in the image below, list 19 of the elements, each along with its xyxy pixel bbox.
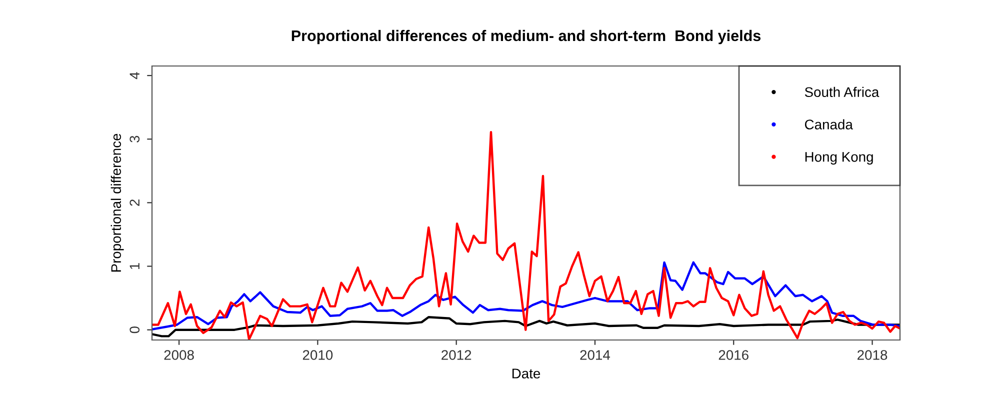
legend-label: South Africa: [804, 86, 880, 98]
x-tick-label: 2012: [442, 350, 472, 360]
line-series: [152, 261, 900, 330]
legend-label: Hong Kong: [805, 152, 873, 165]
x-tick-label: 2018: [858, 350, 888, 360]
x-axis-title: Date: [512, 368, 540, 378]
y-tick-label: 0: [130, 326, 140, 334]
x-tick-label: 2014: [580, 350, 610, 360]
line-series: [152, 316, 900, 338]
x-tick-label: 2016: [718, 350, 748, 360]
legend-label: Canada: [804, 119, 853, 130]
x-tick-label: 2008: [164, 350, 194, 360]
y-tick-label: 3: [130, 136, 140, 142]
y-tick-label: 4: [130, 72, 140, 80]
y-tick-label: 1: [130, 263, 140, 270]
y-tick-label: 2: [130, 200, 140, 206]
y-axis-title: Proportional difference: [110, 134, 124, 272]
x-tick-label: 2010: [302, 350, 333, 360]
chart-title: Proportional differences of medium- and short-term Bond yields: [292, 30, 761, 44]
